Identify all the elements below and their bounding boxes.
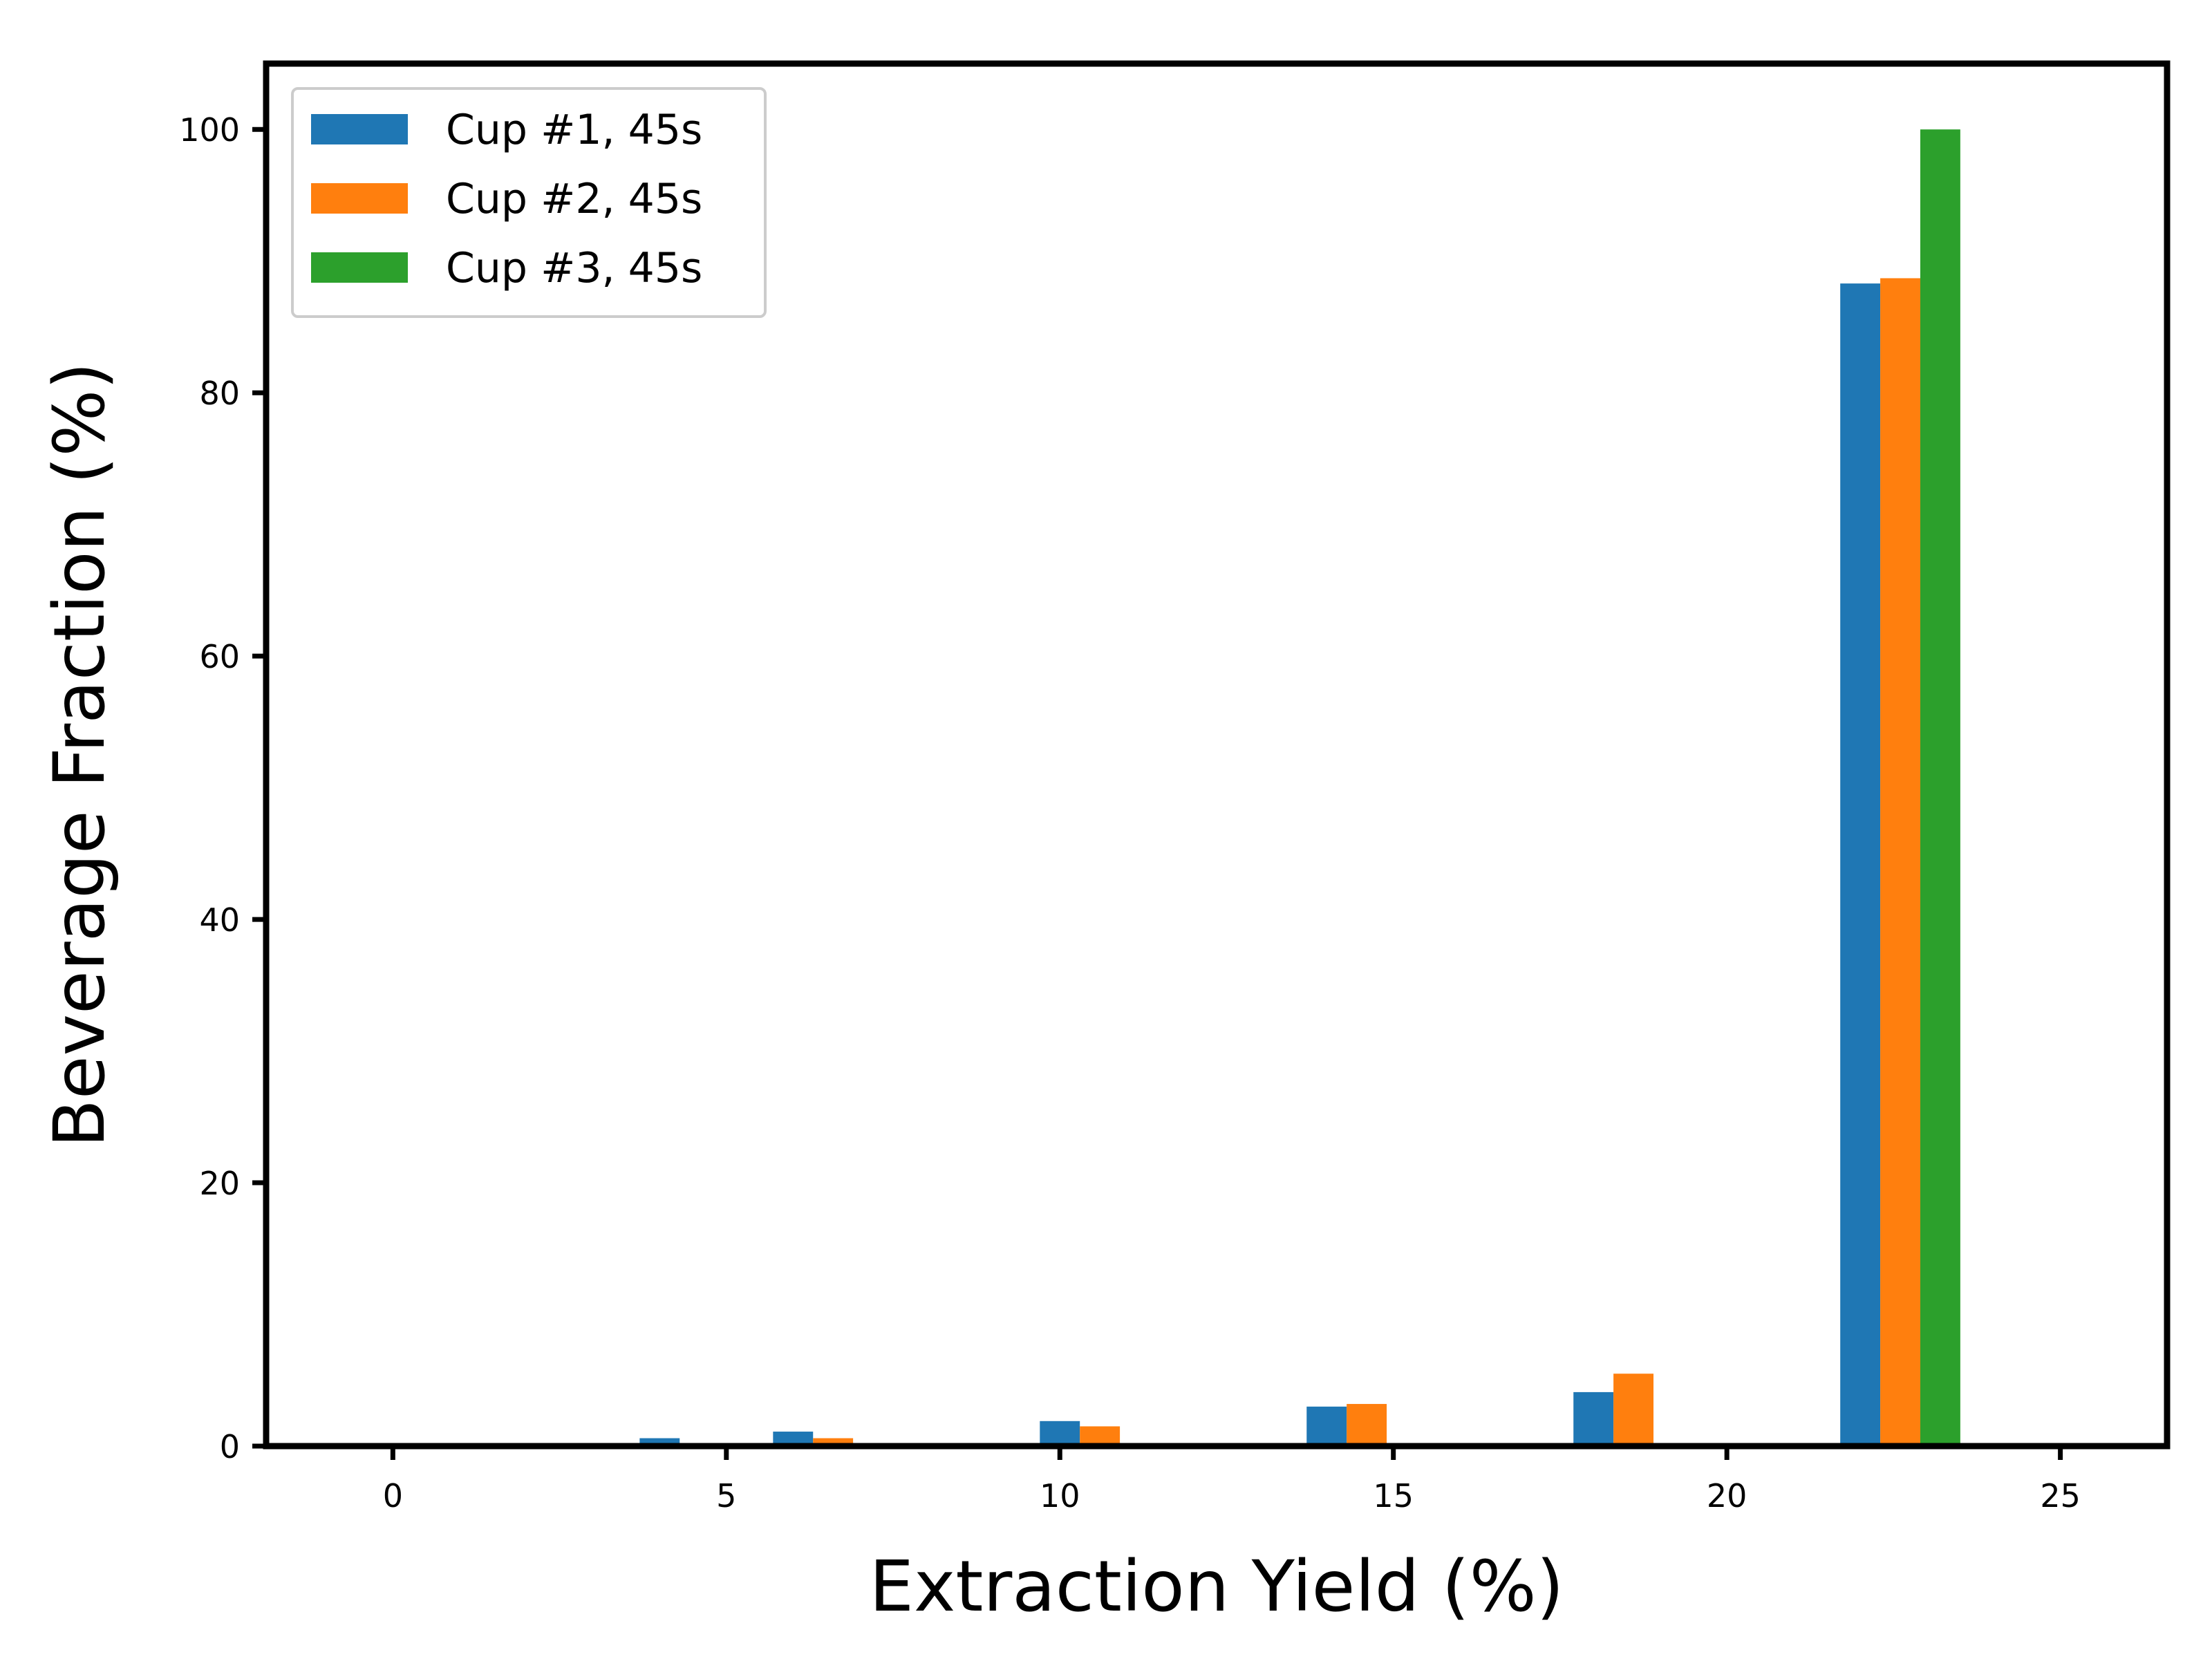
bars-layer [373, 129, 1960, 1447]
y-tick-label: 20 [199, 1165, 240, 1202]
x-tick-label: 0 [383, 1477, 403, 1515]
x-tick-label: 20 [1707, 1477, 1747, 1515]
legend-label-series-3: Cup #3, 45s [446, 244, 702, 292]
bar-series-1-x-18 [1573, 1391, 1614, 1446]
bar-series-1-x-10 [1040, 1421, 1080, 1446]
y-tick-label: 0 [220, 1428, 240, 1465]
bar-series-2-x-18.6 [1613, 1374, 1654, 1446]
y-tick-label: 100 [179, 111, 240, 149]
bar-series-2-x-10.6 [1080, 1426, 1121, 1446]
bar-series-1-x-4 [639, 1438, 680, 1446]
y-axis-label: Beverage Fraction (%) [39, 362, 121, 1147]
x-tick-label: 25 [2040, 1477, 2081, 1515]
x-axis-label: Extraction Yield (%) [870, 1546, 1564, 1628]
legend-label-series-2: Cup #2, 45s [446, 175, 702, 223]
legend: Cup #1, 45s Cup #2, 45s Cup #3, 45s [291, 87, 767, 318]
bar-series-3-x-23.2 [1920, 129, 1960, 1447]
bar-series-1-x-6 [773, 1432, 814, 1446]
legend-swatch-series-2 [311, 183, 408, 214]
legend-swatch-series-3 [311, 252, 408, 283]
legend-label-series-1: Cup #1, 45s [446, 106, 702, 154]
bar-series-2-x-6.6 [813, 1438, 854, 1446]
y-tick-label: 40 [199, 901, 240, 939]
y-tick-label: 80 [199, 375, 240, 412]
bar-series-1-x-22 [1840, 283, 1881, 1447]
legend-swatch-series-1 [311, 114, 408, 144]
x-axis-ticks: 0 5 10 15 20 25 [383, 1446, 2081, 1515]
y-tick-label: 60 [199, 638, 240, 675]
legend-frame [291, 87, 767, 318]
x-tick-label: 10 [1040, 1477, 1080, 1515]
plot-area-frame [263, 60, 2171, 1450]
bar-series-1-x-14 [1306, 1406, 1347, 1446]
bar-series-2-x-22.6 [1880, 278, 1920, 1446]
bar-series-2-x-14.6 [1347, 1404, 1387, 1446]
x-tick-label: 15 [1373, 1477, 1414, 1515]
y-axis-ticks: 0 20 40 60 80 100 [179, 111, 266, 1465]
x-tick-label: 5 [716, 1477, 736, 1515]
